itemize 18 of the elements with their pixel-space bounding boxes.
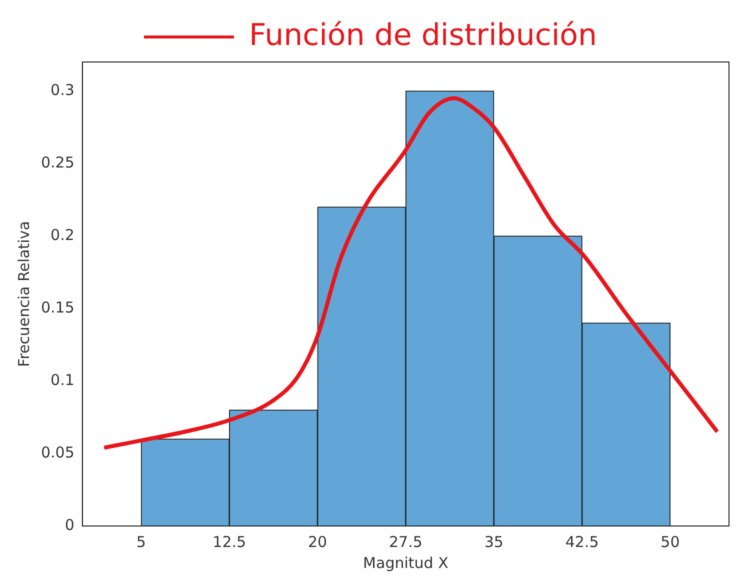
line-series [102,96,720,450]
x-tick-label: 50 [660,532,680,551]
y-tick-label: 0 [64,516,74,534]
y-tick-label: 0.3 [50,80,74,99]
x-tick-label: 20 [308,532,328,551]
x-tick-label: 27.5 [388,532,422,551]
y-axis-title: Frecuencia Relativa [14,221,33,367]
x-tick-label: 5 [136,532,146,551]
x-tick-label: 12.5 [212,532,246,551]
x-tick-label: 35 [484,532,504,551]
x-tick-label: 42.5 [565,532,599,551]
x-axis-title: Magnitud X [363,554,448,572]
legend-label: Función de distribución [248,18,598,53]
y-tick-label: 0.15 [40,298,74,316]
y-tick-label: 0.2 [50,226,74,244]
y-tick-label: 0.25 [40,153,74,172]
y-tick-label: 0.1 [50,370,74,389]
y-tick-label: 0.05 [40,443,74,462]
